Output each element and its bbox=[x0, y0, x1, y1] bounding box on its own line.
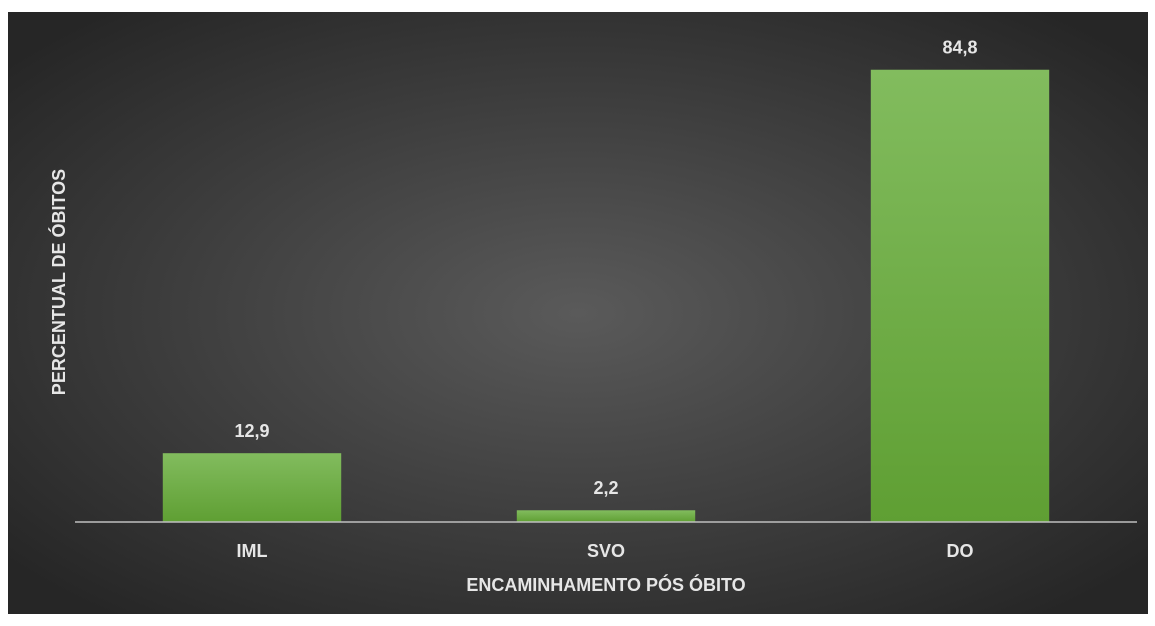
data-label: 2,2 bbox=[593, 478, 618, 498]
x-tick-label: IML bbox=[237, 541, 268, 561]
bar bbox=[516, 510, 696, 522]
x-axis-title: ENCAMINHAMENTO PÓS ÓBITO bbox=[466, 574, 745, 595]
x-tick-label: DO bbox=[947, 541, 974, 561]
x-tick-label: SVO bbox=[587, 541, 625, 561]
data-label: 12,9 bbox=[234, 421, 269, 441]
y-axis-title: PERCENTUAL DE ÓBITOS bbox=[48, 169, 69, 395]
data-label: 84,8 bbox=[942, 37, 977, 57]
bar bbox=[870, 69, 1050, 522]
bar bbox=[162, 453, 342, 522]
